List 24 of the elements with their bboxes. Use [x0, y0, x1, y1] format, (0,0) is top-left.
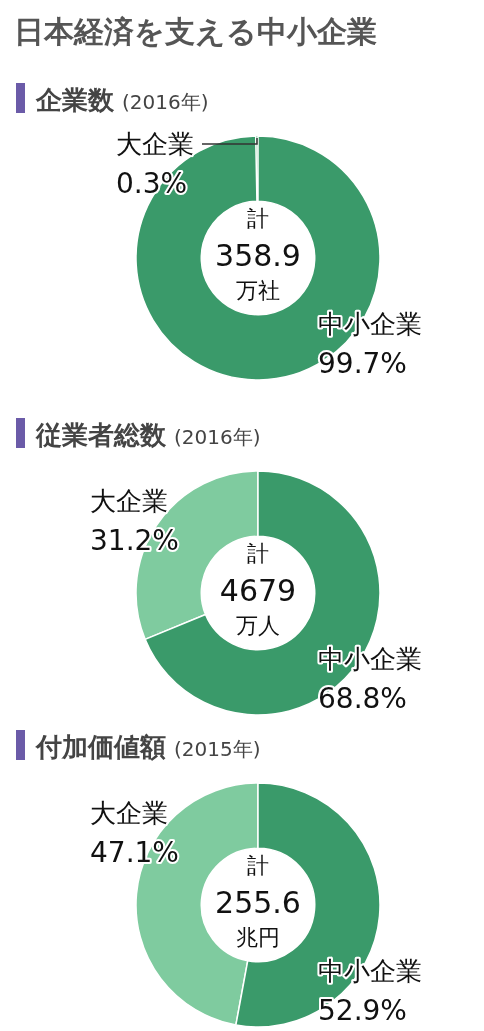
text: 計 [247, 206, 269, 231]
chart-title: 企業数 [36, 85, 114, 115]
chart-subtitle: (2016年) [122, 90, 209, 114]
data-label: 47.1% [90, 836, 179, 869]
chart-subtitle: (2016年) [174, 425, 261, 449]
text: 万人 [236, 613, 280, 638]
text: 4679 [219, 573, 297, 608]
text: 計 [247, 541, 269, 566]
data-label: 52.9% [318, 994, 407, 1027]
text: 兆円 [236, 925, 280, 950]
text: 万社 [236, 278, 280, 303]
data-label: 99.7% [318, 347, 407, 380]
slice-label: 大企業 [116, 129, 194, 159]
text: 255.6 [215, 885, 301, 920]
data-label: 68.8% [318, 682, 407, 715]
slice-label: 大企業 [90, 486, 168, 516]
chart-title: 従業者総数 [36, 420, 166, 450]
chart-title: 付加価値額 [36, 732, 166, 762]
data-label: 31.2% [90, 524, 179, 557]
chart-subtitle: (2015年) [174, 737, 261, 761]
text: 計 [247, 853, 269, 878]
text: 358.9 [215, 238, 301, 273]
slice-label: 大企業 [90, 798, 168, 828]
text: 日本経済を支える中小企業 [14, 14, 377, 49]
